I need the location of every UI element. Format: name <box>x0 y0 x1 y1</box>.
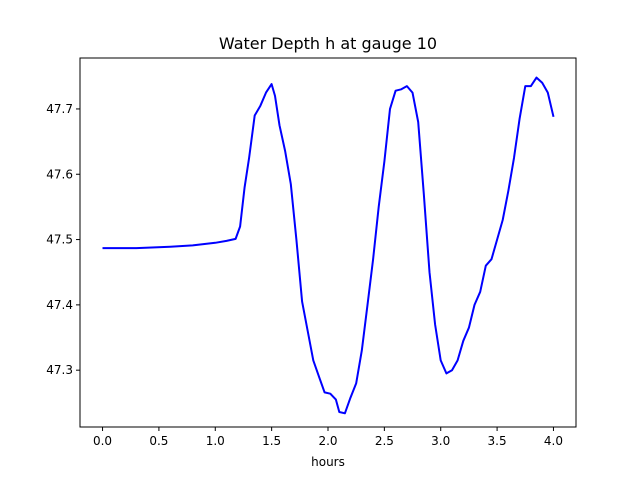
y-axis: 47.3 47.4 47.5 47.6 47.7 <box>46 102 80 377</box>
x-tick-label: 2.0 <box>318 434 337 448</box>
y-tick-label: 47.7 <box>46 102 73 116</box>
y-tick-label: 47.6 <box>46 167 73 181</box>
x-tick-label: 4.0 <box>544 434 563 448</box>
y-tick-label: 47.4 <box>46 298 73 312</box>
x-tick-label: 1.0 <box>206 434 225 448</box>
x-tick-label: 0.0 <box>93 434 112 448</box>
x-axis-label: hours <box>311 455 345 469</box>
x-axis: 0.0 0.5 1.0 1.5 2.0 2.5 3.0 3.5 4.0 <box>93 427 563 448</box>
x-tick-label: 0.5 <box>149 434 168 448</box>
series-line <box>102 76 555 415</box>
chart-title: Water Depth h at gauge 10 <box>219 34 437 53</box>
x-tick-label: 3.5 <box>488 434 507 448</box>
x-tick-label: 2.5 <box>375 434 394 448</box>
y-tick-label: 47.5 <box>46 233 73 247</box>
x-tick-label: 1.5 <box>262 434 281 448</box>
y-tick-label: 47.3 <box>46 363 73 377</box>
x-tick-label: 3.0 <box>431 434 450 448</box>
